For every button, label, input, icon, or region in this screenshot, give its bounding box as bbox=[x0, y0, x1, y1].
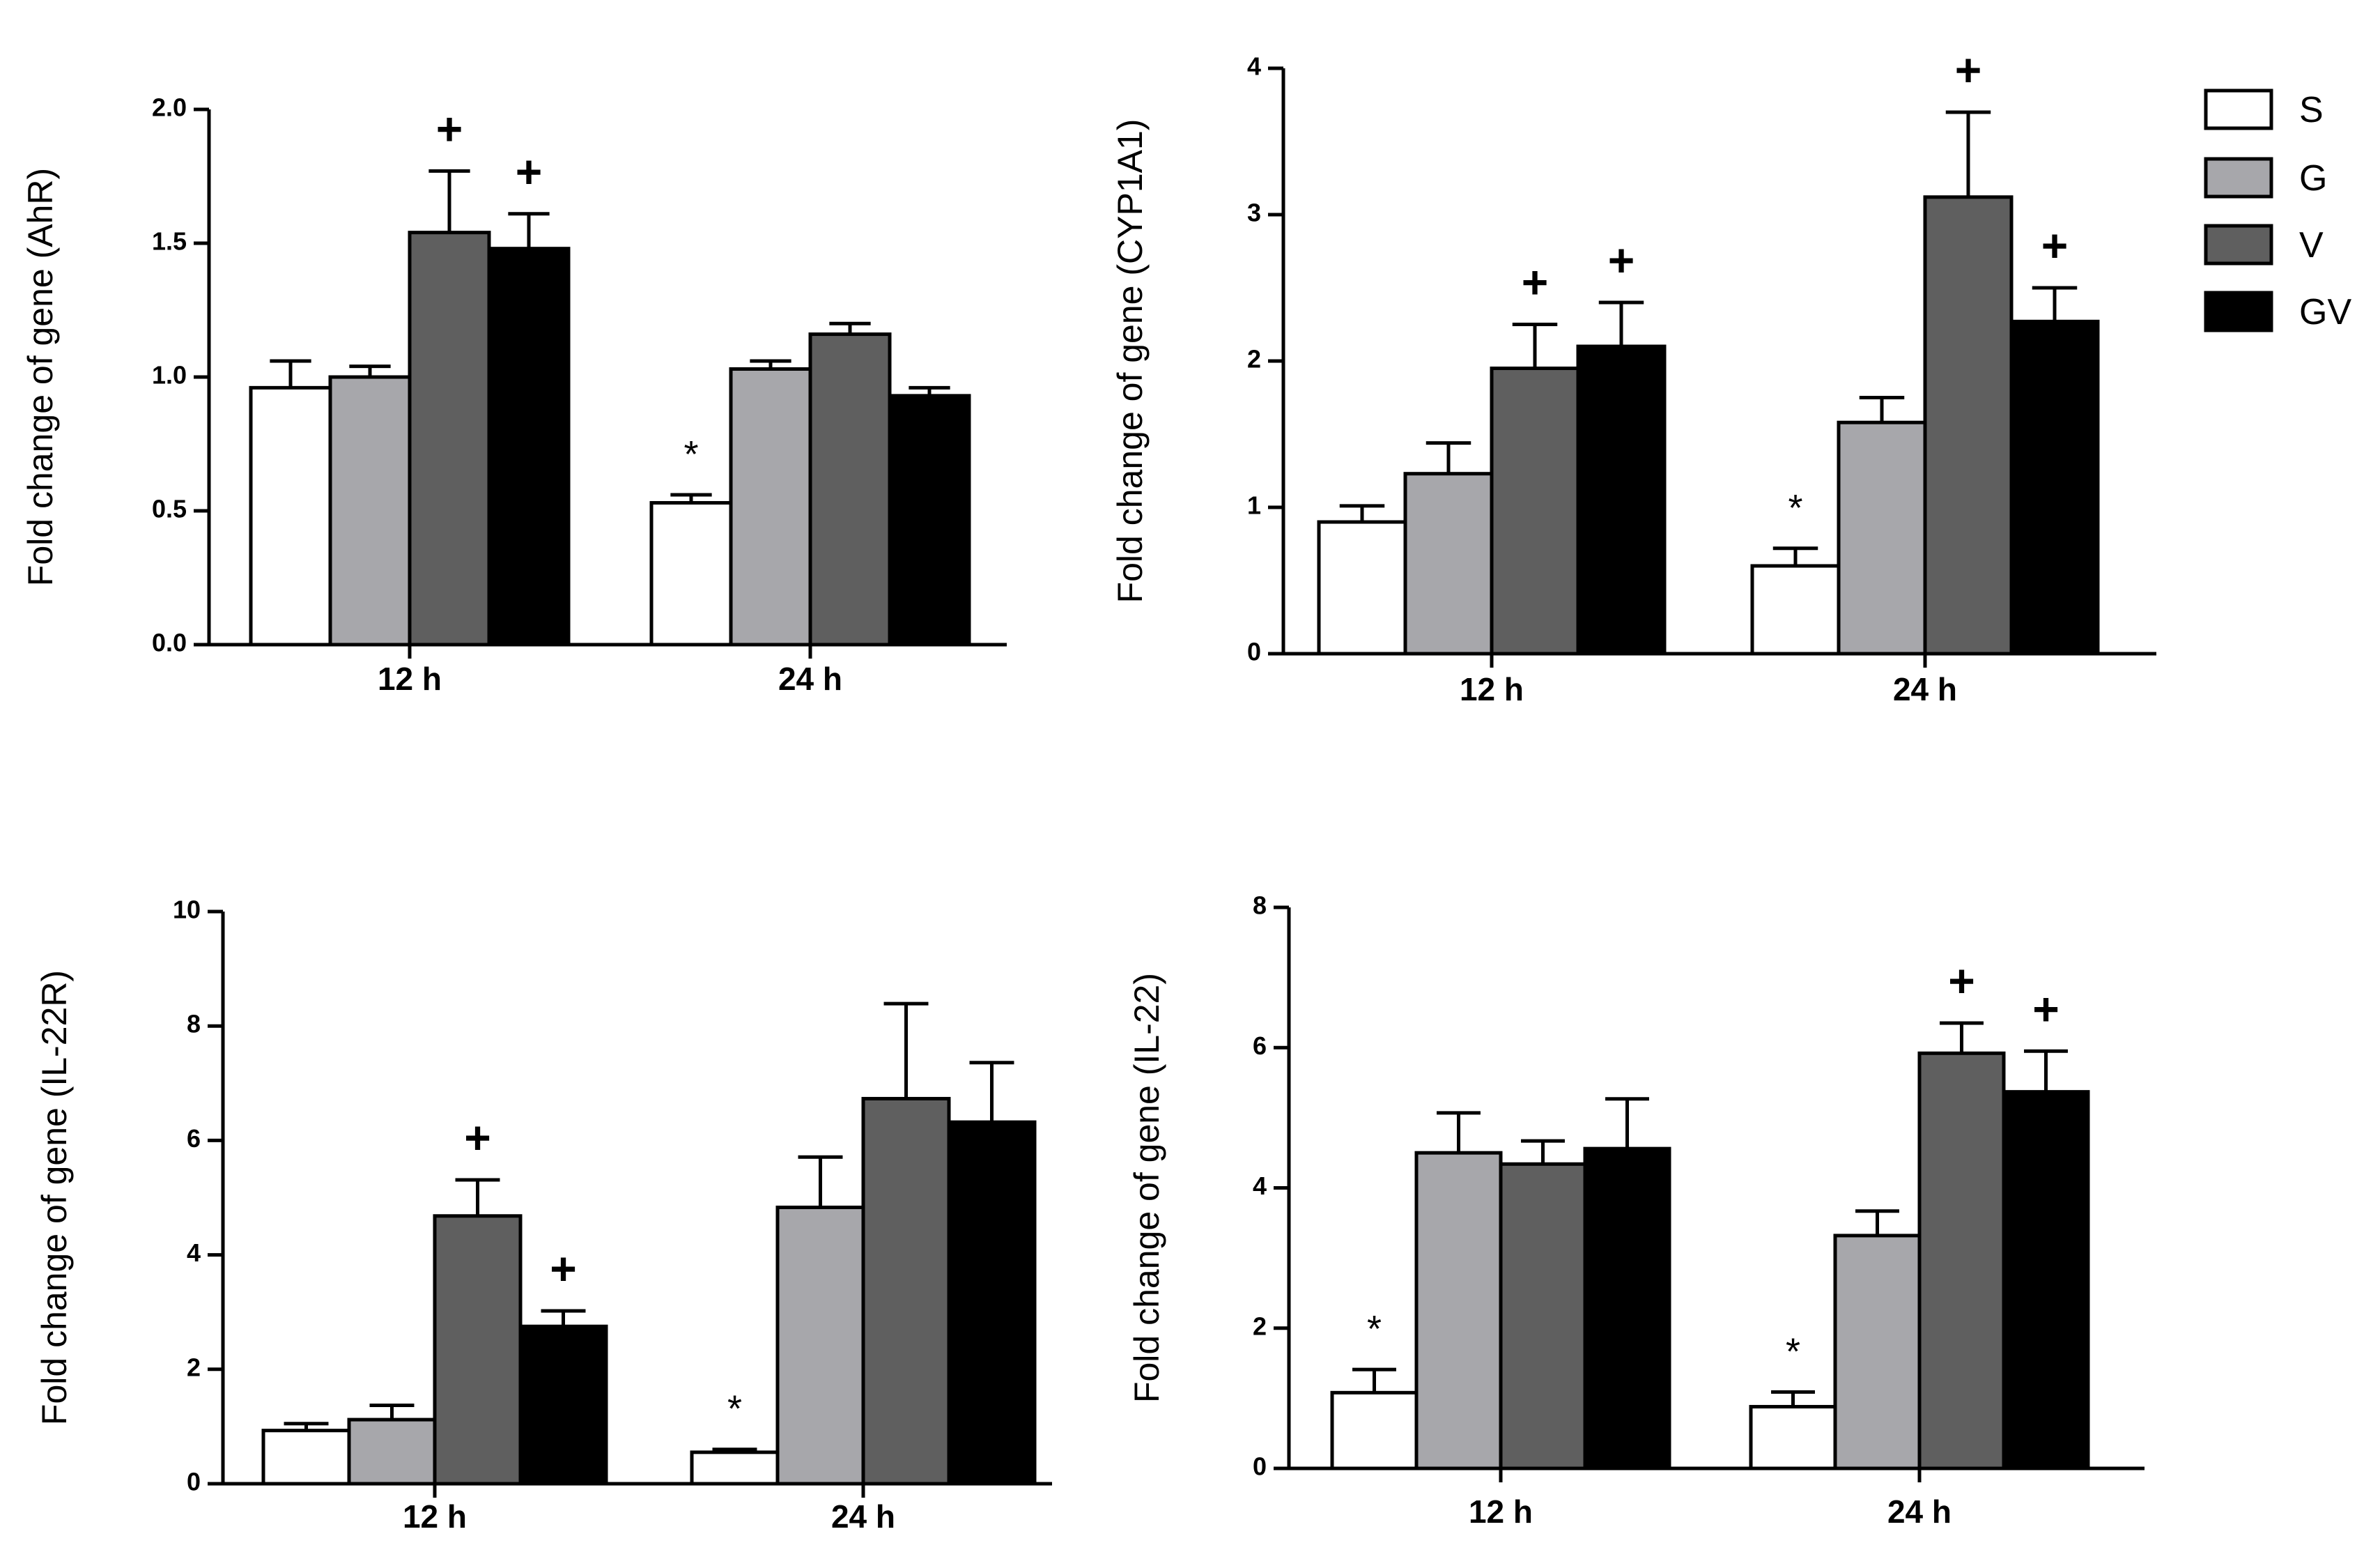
y-tick-label: 4 bbox=[1253, 1172, 1267, 1200]
significance-plus: + bbox=[516, 146, 543, 197]
legend-item-gv: GV bbox=[2204, 291, 2351, 332]
significance-star: * bbox=[1788, 487, 1802, 529]
y-tick-label: 4 bbox=[1247, 52, 1261, 81]
bar-gv-2 bbox=[2002, 1090, 2090, 1470]
bar-gv-2 bbox=[947, 1120, 1037, 1486]
y-tick-label: 3 bbox=[1247, 199, 1261, 227]
bar-g-1 bbox=[1403, 472, 1494, 656]
bar-v-2 bbox=[1917, 1051, 2006, 1470]
significance-plus: + bbox=[1948, 955, 1975, 1006]
legend-label-s: S bbox=[2299, 90, 2324, 130]
legend-label-v: V bbox=[2299, 225, 2324, 266]
bar-s-1 bbox=[1330, 1390, 1419, 1470]
y-tick-label: 6 bbox=[1253, 1031, 1267, 1060]
significance-plus: + bbox=[436, 102, 463, 154]
legend-item-s: S bbox=[2204, 89, 2324, 130]
significance-plus: + bbox=[2041, 220, 2069, 271]
legend-label-gv: GV bbox=[2299, 292, 2351, 332]
y-tick-label: 10 bbox=[173, 896, 201, 924]
bar-v-2 bbox=[808, 332, 892, 647]
bar-v-2 bbox=[861, 1096, 951, 1486]
bar-v-1 bbox=[408, 231, 491, 647]
y-axis-label: Fold change of gene (CYP1A1) bbox=[1111, 119, 1150, 604]
significance-plus: + bbox=[1608, 234, 1635, 286]
y-tick-label: 0.5 bbox=[152, 495, 187, 523]
bar-v-1 bbox=[1490, 367, 1580, 656]
chart-panels: Fold change of gene (AhR) + +12 h * 24 h 0.0 0… bbox=[21, 44, 2156, 1535]
bar-s-2 bbox=[649, 500, 733, 647]
y-tick-label: 2 bbox=[1247, 345, 1261, 374]
significance-star: * bbox=[1367, 1308, 1382, 1350]
significance-plus: + bbox=[464, 1112, 491, 1163]
y-tick-label: 0.0 bbox=[152, 629, 187, 657]
bar-s-2 bbox=[1749, 1404, 1837, 1470]
bar-gv-1 bbox=[1583, 1146, 1671, 1470]
bar-v-1 bbox=[1499, 1162, 1587, 1470]
y-axis-label: Fold change of gene (IL-22R) bbox=[35, 970, 74, 1425]
x-tick-label: 12 h bbox=[1469, 1493, 1533, 1530]
y-tick-label: 2 bbox=[187, 1353, 201, 1381]
y-tick-label: 1 bbox=[1247, 491, 1261, 520]
x-tick-label: 24 h bbox=[778, 661, 842, 697]
bar-g-1 bbox=[1414, 1151, 1503, 1470]
bar-v-1 bbox=[433, 1214, 523, 1486]
legend-swatch-v bbox=[2204, 224, 2273, 266]
bar-g-2 bbox=[1837, 420, 1927, 656]
bar-gv-1 bbox=[518, 1324, 608, 1486]
bar-s-2 bbox=[1750, 564, 1841, 656]
chart-panel-1: Fold change of gene (AhR) + +12 h * 24 h 0.0 0… bbox=[21, 93, 1007, 697]
legend-item-g: G bbox=[2204, 157, 2327, 199]
bar-s-1 bbox=[249, 385, 332, 647]
y-tick-label: 2.0 bbox=[152, 93, 187, 122]
y-tick-label: 0 bbox=[1253, 1452, 1267, 1481]
significance-plus: + bbox=[1955, 44, 1982, 95]
legend-swatch-g bbox=[2204, 157, 2273, 199]
legend: S G V GV bbox=[2204, 89, 2351, 332]
bar-g-1 bbox=[347, 1418, 437, 1486]
bar-s-1 bbox=[1317, 520, 1407, 656]
legend-label-g: G bbox=[2299, 158, 2327, 199]
legend-swatch-gv bbox=[2204, 291, 2273, 332]
y-tick-label: 8 bbox=[187, 1010, 201, 1038]
chart-panel-3: Fold change of gene (IL-22R) + +12 h * 24 h 0… bbox=[35, 896, 1052, 1535]
x-tick-label: 24 h bbox=[1887, 1493, 1952, 1530]
significance-plus: + bbox=[2032, 983, 2060, 1034]
significance-star: * bbox=[1786, 1330, 1800, 1372]
bar-g-1 bbox=[328, 375, 412, 647]
legend-swatch-s bbox=[2204, 89, 2273, 130]
bar-g-2 bbox=[775, 1205, 865, 1486]
bar-gv-2 bbox=[2009, 319, 2100, 656]
bar-gv-1 bbox=[1576, 344, 1667, 656]
x-tick-label: 12 h bbox=[1460, 671, 1524, 707]
y-tick-label: 6 bbox=[187, 1124, 201, 1153]
significance-plus: + bbox=[550, 1243, 577, 1294]
bar-v-2 bbox=[1923, 195, 2014, 656]
x-tick-label: 12 h bbox=[378, 661, 442, 697]
y-tick-label: 0 bbox=[1247, 638, 1261, 666]
bar-g-2 bbox=[1833, 1234, 1922, 1470]
y-tick-label: 1.5 bbox=[152, 227, 187, 256]
bar-gv-1 bbox=[487, 247, 571, 647]
significance-star: * bbox=[727, 1388, 742, 1430]
y-tick-label: 4 bbox=[187, 1238, 201, 1267]
legend-item-v: V bbox=[2204, 224, 2324, 266]
y-tick-label: 2 bbox=[1253, 1312, 1267, 1340]
chart-panel-2: Fold change of gene (CYP1A1) + +12 h * + +24 … bbox=[1111, 44, 2156, 707]
chart-panel-4: Fold change of gene (IL-22) * 12 h * + +24 h 0… bbox=[1127, 891, 2145, 1530]
significance-plus: + bbox=[1522, 256, 1549, 308]
y-tick-label: 0 bbox=[187, 1468, 201, 1496]
x-tick-label: 24 h bbox=[831, 1498, 895, 1535]
y-axis-label: Fold change of gene (AhR) bbox=[21, 168, 60, 586]
y-tick-label: 1.0 bbox=[152, 361, 187, 390]
bar-s-1 bbox=[261, 1429, 351, 1486]
x-tick-label: 12 h bbox=[403, 1498, 467, 1535]
x-tick-label: 24 h bbox=[1893, 671, 1957, 707]
bar-gv-2 bbox=[888, 394, 971, 647]
significance-star: * bbox=[683, 433, 698, 475]
bar-g-2 bbox=[729, 367, 812, 647]
y-axis-label: Fold change of gene (IL-22) bbox=[1127, 973, 1166, 1403]
bar-s-2 bbox=[690, 1450, 780, 1486]
y-tick-label: 8 bbox=[1253, 891, 1267, 920]
